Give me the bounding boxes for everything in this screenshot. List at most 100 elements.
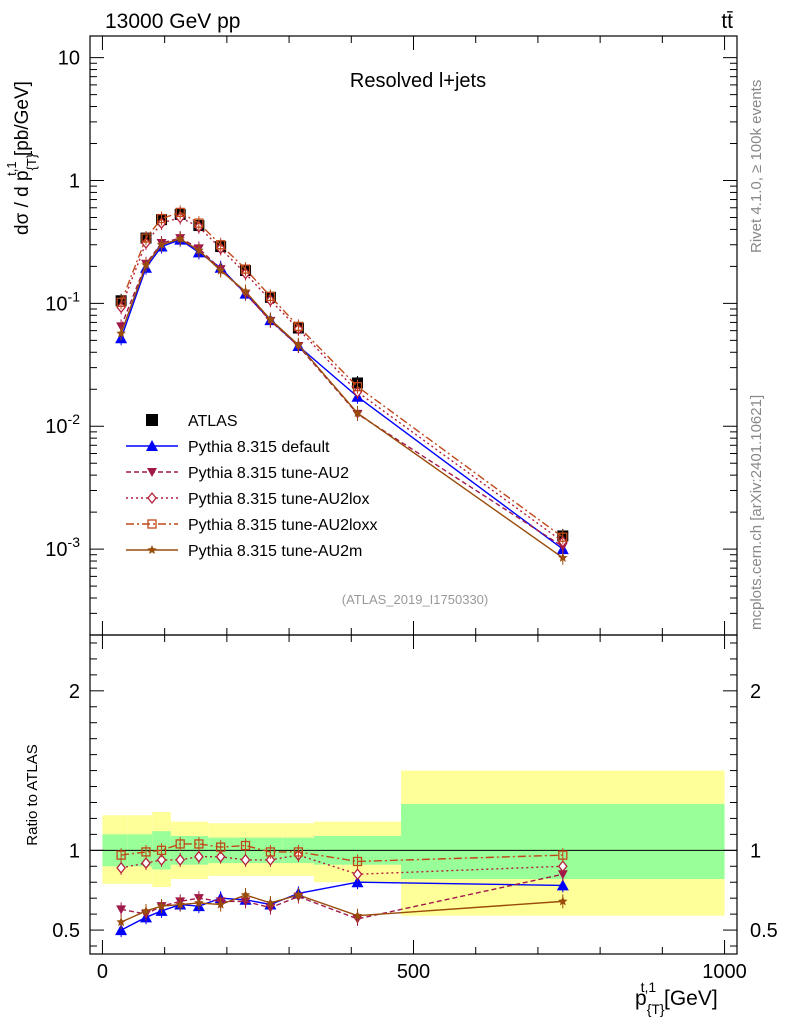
ratio-point-pythia-8-315-tune-au2lox	[240, 853, 251, 866]
legend-label-pythia-8-315-tune-au2: Pythia 8.315 tune-AU2	[188, 465, 349, 482]
rivet-label: Rivet 4.1.0, ≥ 100k events	[748, 80, 765, 253]
ratio-point-pythia-8-315-tune-au2loxx	[265, 847, 276, 857]
ratio-point-pythia-8-315-tune-au2loxx	[156, 845, 167, 855]
ratio-point-pythia-8-315-tune-au2m	[194, 897, 204, 908]
legend-marker-pythia-8-315-tune-au2	[147, 468, 157, 477]
ratio-point-pythia-8-315-tune-au2m	[265, 897, 276, 908]
mcplots-label: mcplots.cern.ch [arXiv:2401.10621]	[748, 395, 765, 630]
ratio-point-pythia-8-315-tune-au2loxx	[215, 842, 226, 852]
legend-marker-pythia-8-315-tune-au2loxx	[147, 519, 157, 529]
main-point-pythia-8-315-tune-au2m	[141, 260, 151, 270]
main-point-pythia-8-315-tune-au2m	[215, 265, 226, 275]
legend-marker-pythia-8-315-tune-au2m	[147, 545, 157, 555]
plot-title: Resolved l+jets	[350, 70, 486, 92]
y-axis-label-main: dσ / d p{T}t,1 [pb/GeV]	[4, 81, 39, 235]
y-tick-label-main: 10-3	[45, 534, 80, 561]
y-tick-label-ratio-right: 1	[750, 840, 761, 862]
y-tick-label-ratio: 1	[69, 840, 80, 862]
main-point-pythia-8-315-tune-au2loxx	[265, 291, 276, 302]
main-point-pythia-8-315-tune-au2loxx	[156, 213, 167, 224]
x-tick-label: 500	[397, 961, 430, 983]
ratio-point-pythia-8-315-tune-au2loxx	[558, 850, 568, 860]
ratio-point-pythia-8-315-tune-au2lox	[215, 850, 226, 863]
main-point-pythia-8-315-tune-au2loxx	[141, 233, 151, 243]
ratio-point-pythia-8-315-tune-au2loxx	[293, 847, 304, 857]
ratio-uncertainty-bands	[102, 770, 725, 916]
main-point-pythia-8-315-tune-au2m	[240, 286, 251, 296]
main-axes: 10 1 10-1 10-2 10-3	[45, 36, 737, 636]
legend-label-pythia-8-315-default: Pythia 8.315 default	[188, 439, 330, 456]
legend-marker-atlas	[146, 414, 158, 426]
legend: ATLAS Pythia 8.315 default Pythia 8.315 tu…	[126, 413, 377, 560]
main-point-pythia-8-315-tune-au2m	[194, 245, 204, 255]
ratio-point-pythia-8-315-tune-au2loxx	[352, 856, 363, 867]
y-tick-label-ratio-right: 2	[750, 681, 761, 703]
ratio-point-pythia-8-315-tune-au2m	[558, 896, 568, 906]
ratio-point-pythia-8-315-tune-au2m	[293, 889, 304, 900]
ratio-point-pythia-8-315-tune-au2m	[215, 899, 226, 909]
ratio-point-pythia-8-315-default	[115, 924, 128, 936]
ratio-point-pythia-8-315-tune-au2m	[352, 910, 363, 920]
header-process: tt̄	[721, 10, 733, 33]
ratio-point-pythia-8-315-tune-au2lox	[265, 853, 276, 866]
main-point-pythia-8-315-tune-au2m	[352, 408, 363, 418]
main-line-pythia-8-315-tune-au2m	[120, 238, 564, 559]
legend-label-pythia-8-315-tune-au2m: Pythia 8.315 tune-AU2m	[188, 543, 362, 560]
main-point-pythia-8-315-tune-au2loxx	[194, 218, 204, 228]
ratio-point-pythia-8-315-default	[351, 876, 364, 888]
x-tick-label: 0	[97, 961, 108, 983]
ratio-point-pythia-8-315-tune-au2lox	[557, 860, 568, 873]
main-point-pythia-8-315-tune-au2m	[116, 328, 126, 338]
x-axis-label: p{T}t,1 [GeV]	[635, 979, 718, 1017]
ratio-point-pythia-8-315-tune-au2	[557, 870, 568, 880]
main-series	[115, 205, 569, 565]
ratio-series	[115, 836, 569, 938]
main-point-pythia-8-315-tune-au2loxx	[116, 297, 126, 307]
ratio-point-pythia-8-315-tune-au2loxx	[240, 840, 251, 851]
main-point-pythia-8-315-tune-au2loxx	[175, 207, 185, 218]
ratio-point-pythia-8-315-tune-au2loxx	[175, 839, 185, 849]
main-point-pythia-8-315-tune-au2m	[558, 552, 568, 562]
ratio-point-pythia-8-315-tune-au2loxx	[116, 850, 126, 860]
y-tick-label-main: 10-1	[45, 288, 80, 315]
legend-marker-pythia-8-315-tune-au2lox	[147, 491, 157, 505]
y-tick-label-main: 10	[58, 48, 80, 70]
x-tick-label: 1000	[702, 961, 747, 983]
main-point-pythia-8-315-tune-au2m	[265, 314, 276, 324]
ratio-point-pythia-8-315-tune-au2loxx	[194, 839, 204, 849]
legend-label-pythia-8-315-tune-au2loxx: Pythia 8.315 tune-AU2loxx	[188, 517, 377, 534]
ratio-point-pythia-8-315-tune-au2m	[141, 905, 151, 915]
ratio-point-pythia-8-315-tune-au2	[116, 905, 127, 915]
header-energy: 13000 GeV pp	[105, 10, 240, 33]
ratio-point-pythia-8-315-tune-au2lox	[141, 857, 151, 870]
y-tick-label-ratio-right: 0.5	[750, 920, 778, 942]
main-point-pythia-8-315-tune-au2loxx	[240, 264, 251, 274]
main-point-pythia-8-315-tune-au2m	[293, 339, 304, 349]
main-point-pythia-8-315-tune-au2loxx	[352, 382, 363, 392]
ratio-point-pythia-8-315-tune-au2lox	[116, 861, 126, 874]
ratio-point-pythia-8-315-tune-au2lox	[156, 853, 167, 866]
main-point-pythia-8-315-tune-au2loxx	[215, 240, 226, 250]
ratio-point-pythia-8-315-tune-au2m	[240, 889, 251, 900]
ratio-point-pythia-8-315-default	[556, 879, 569, 891]
ratio-point-pythia-8-315-tune-au2loxx	[141, 847, 151, 857]
y-axis-label-ratio: Ratio to ATLAS	[24, 744, 41, 845]
main-point-pythia-8-315-tune-au2loxx	[293, 321, 304, 332]
ratio-point-pythia-8-315-tune-au2lox	[352, 868, 363, 881]
y-tick-label-main: 1	[69, 171, 80, 193]
ratio-point-pythia-8-315-tune-au2m	[116, 917, 126, 927]
analysis-tag: (ATLAS_2019_I1750330)	[342, 592, 488, 607]
y-tick-label-ratio: 0.5	[52, 920, 80, 942]
ratio-line-pythia-8-315-tune-au2	[120, 873, 563, 920]
ratio-point-pythia-8-315-tune-au2m	[156, 901, 167, 911]
y-tick-label-main: 10-2	[45, 411, 80, 438]
ratio-point-pythia-8-315-tune-au2lox	[175, 853, 186, 866]
legend-marker-pythia-8-315-default	[146, 440, 158, 451]
ratio-point-pythia-8-315-tune-au2lox	[194, 850, 204, 863]
main-point-pythia-8-315-tune-au2m	[156, 239, 167, 249]
legend-label-atlas: ATLAS	[188, 413, 238, 430]
main-point-pythia-8-315-tune-au2loxx	[558, 532, 568, 542]
main-point-pythia-8-315-tune-au2m	[175, 233, 185, 243]
